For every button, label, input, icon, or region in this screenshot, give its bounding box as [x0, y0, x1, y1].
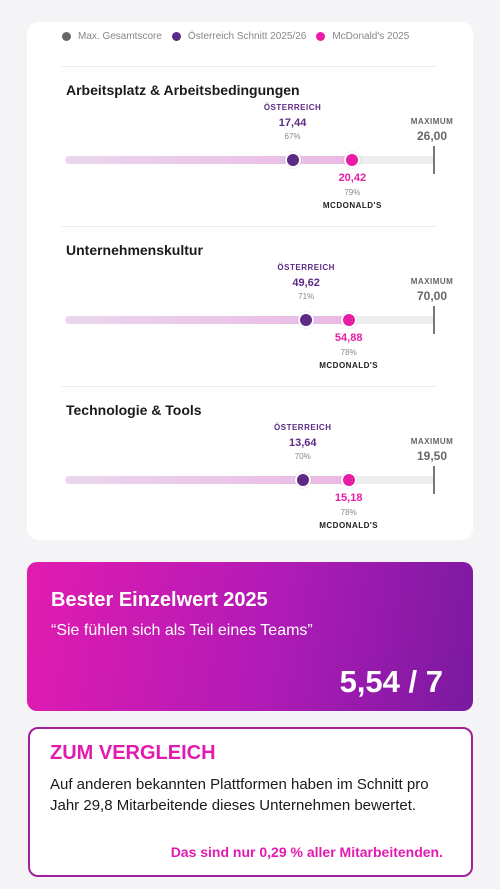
section-title: Technologie & Tools	[66, 402, 202, 418]
comparison-text: Auf anderen bekannten Plattformen haben …	[50, 776, 429, 814]
divider	[62, 66, 436, 67]
divider	[62, 386, 436, 387]
maximum-line	[433, 146, 435, 174]
mcdonalds-marker	[340, 312, 357, 328]
mcdonalds-value: 20,42	[338, 172, 367, 184]
maximum-value: 19,50	[416, 449, 448, 463]
austria-value: 17,44	[278, 117, 307, 129]
best-score-card: Bester Einzelwert 2025 “Sie fühlen sich …	[27, 562, 473, 711]
best-score-quote: “Sie fühlen sich als Teil eines Teams”	[51, 622, 313, 639]
section-title: Arbeitsplatz & Arbeitsbedingungen	[66, 82, 300, 98]
mcdonalds-caption: MCDONALD'S	[319, 361, 379, 370]
divider	[62, 226, 436, 227]
legend-item-max: Max. Gesamtscore	[62, 31, 162, 42]
maximum-line	[433, 466, 435, 494]
legend-dot-max	[62, 31, 71, 41]
austria-marker	[284, 152, 301, 168]
score-track	[65, 156, 435, 164]
section-technologie: Technologie & Tools ÖSTERREICH 13,64 70% 15,…	[0, 402, 500, 542]
mcdonalds-value: 15,18	[334, 492, 363, 504]
score-track-fill	[65, 476, 349, 484]
comparison-card	[27, 22, 473, 540]
legend: Max. Gesamtscore Österreich Schnitt 2025…	[62, 30, 419, 42]
legend-item-austria: Österreich Schnitt 2025/26	[171, 30, 307, 42]
austria-percent: 67%	[284, 132, 301, 141]
maximum-caption: MAXIMUM	[410, 437, 454, 446]
austria-value: 49,62	[292, 277, 320, 289]
maximum-value: 26,00	[416, 129, 448, 143]
austria-caption: ÖSTERREICH	[277, 263, 335, 272]
austria-value: 13,64	[288, 437, 317, 449]
legend-dot-mcdonalds	[316, 31, 326, 41]
mcdonalds-caption: MCDONALD'S	[322, 201, 382, 210]
score-track-fill	[65, 316, 349, 324]
austria-caption: ÖSTERREICH	[263, 103, 322, 112]
maximum-caption: MAXIMUM	[410, 277, 454, 286]
maximum-value: 70,00	[416, 289, 448, 303]
legend-dot-austria	[171, 31, 181, 41]
austria-marker	[294, 472, 311, 488]
best-score-value: 5,54 / 7	[339, 664, 443, 699]
score-track-fill	[65, 156, 353, 164]
mcdonalds-percent: 79%	[344, 188, 361, 197]
austria-percent: 70%	[294, 452, 311, 461]
best-score-title: Bester Einzelwert 2025	[51, 589, 268, 611]
section-title: Unternehmenskultur	[66, 242, 203, 258]
mcdonalds-caption: MCDONALD'S	[319, 521, 379, 530]
section-unternehmenskultur: Unternehmenskultur ÖSTERREICH 49,62 71% 54,8…	[0, 242, 500, 382]
section-arbeitsplatz: Arbeitsplatz & Arbeitsbedingungen ÖSTERRE…	[0, 82, 500, 222]
comparison-title: ZUM VERGLEICH	[50, 742, 216, 764]
austria-caption: ÖSTERREICH	[274, 423, 332, 432]
mcdonalds-value: 54,88	[334, 332, 363, 344]
mcdonalds-marker	[340, 472, 357, 488]
legend-label-max: Max. Gesamtscore	[78, 30, 162, 42]
comparison-note: Das sind nur 0,29 % aller Mitarbeitenden…	[170, 844, 443, 860]
legend-label-mcdonalds: McDonald's 2025	[332, 30, 410, 42]
maximum-caption: MAXIMUM	[410, 117, 454, 126]
austria-percent: 71%	[298, 292, 315, 301]
mcdonalds-marker	[344, 152, 361, 168]
comparison-box: ZUM VERGLEICH Auf anderen bekannten Plat…	[28, 727, 473, 877]
legend-label-austria: Österreich Schnitt 2025/26	[187, 30, 307, 42]
legend-item-mcdonalds: McDonald's 2025	[316, 31, 409, 42]
mcdonalds-percent: 78%	[340, 348, 357, 357]
austria-marker	[298, 312, 315, 328]
score-track	[65, 316, 435, 324]
score-track	[65, 476, 435, 484]
mcdonalds-percent: 78%	[340, 508, 357, 517]
maximum-line	[433, 306, 435, 334]
